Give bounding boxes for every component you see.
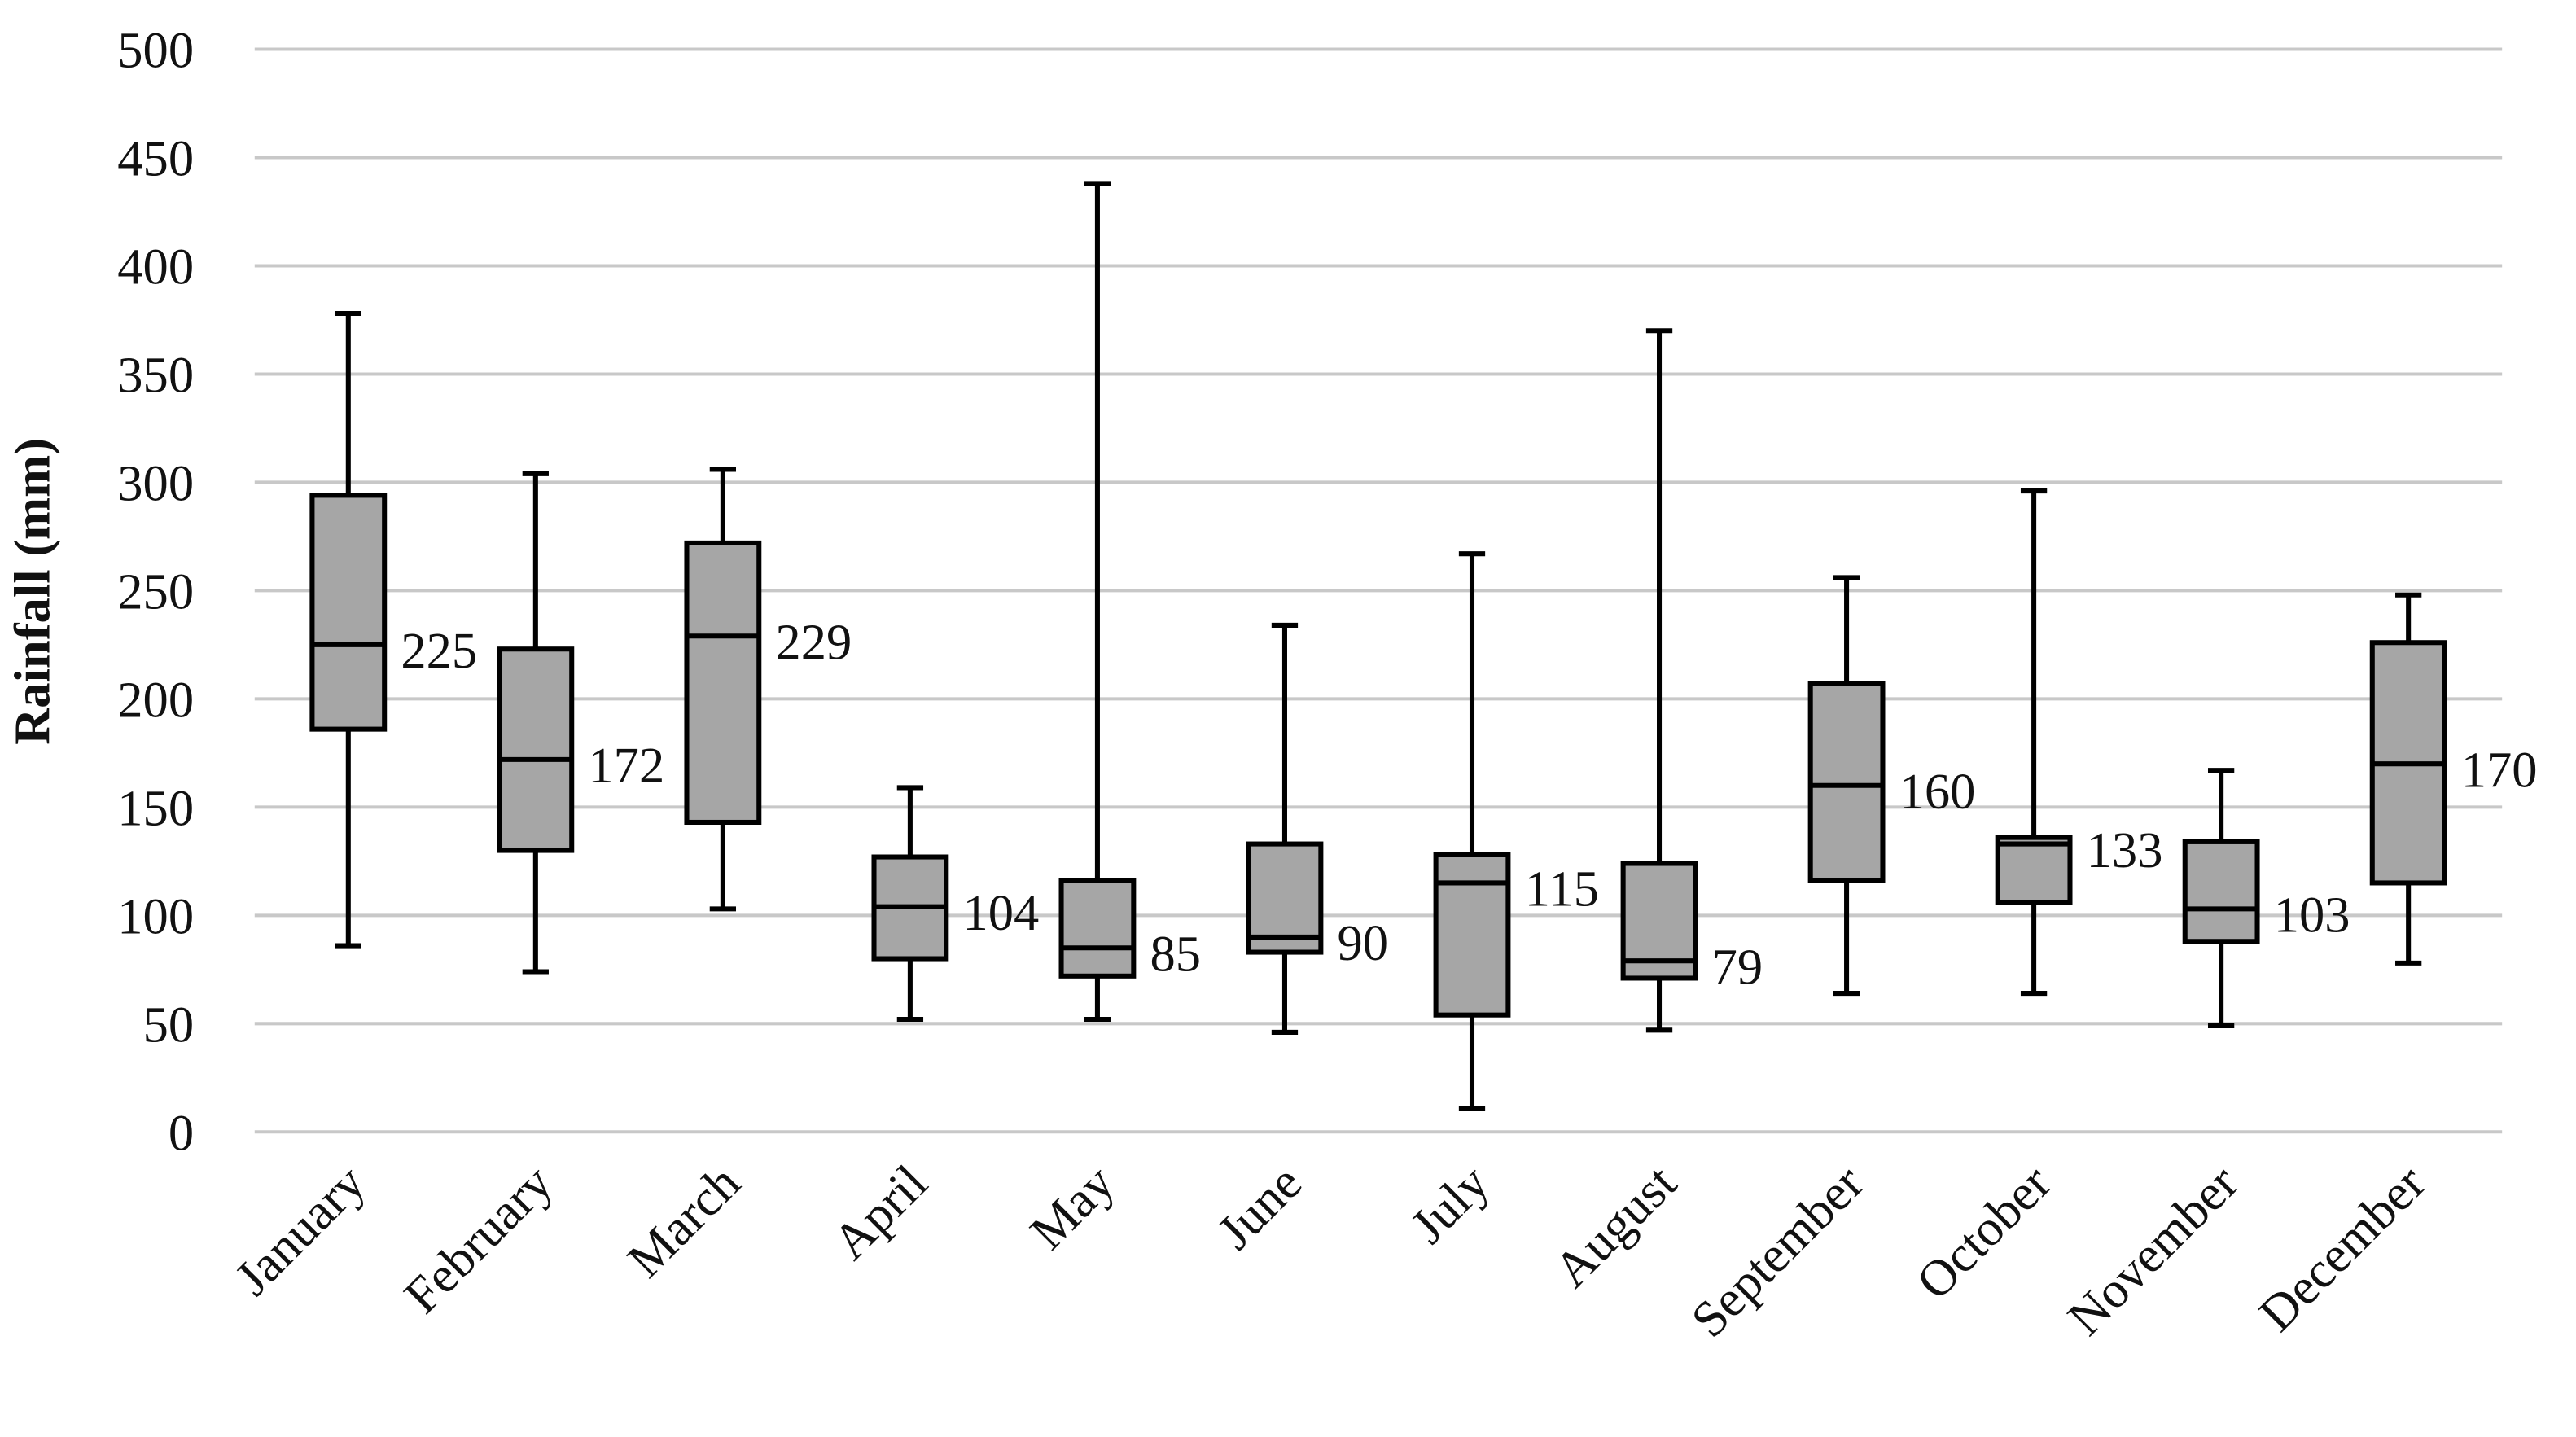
x-tick-label: July [1400, 1154, 1500, 1255]
y-tick-label: 50 [143, 997, 195, 1054]
x-tick-label: May [1019, 1154, 1125, 1260]
median-label: 229 [775, 614, 852, 671]
y-tick-label: 350 [117, 347, 194, 404]
y-tick-label: 150 [117, 780, 194, 837]
y-tick-label: 250 [117, 563, 194, 620]
x-tick-label: February [393, 1154, 564, 1325]
median-label: 90 [1338, 914, 1389, 971]
box [309, 493, 388, 732]
median-label: 170 [2461, 741, 2538, 798]
median-label: 104 [962, 884, 1039, 941]
y-tick-label: 100 [117, 888, 194, 945]
y-tick-label: 0 [169, 1104, 194, 1161]
x-tick-label: October [1905, 1154, 2061, 1310]
median-label: 133 [2087, 821, 2163, 878]
box [1995, 835, 2073, 905]
box [1807, 681, 1886, 883]
x-tick-label: December [2248, 1154, 2436, 1342]
x-tick-label: November [2057, 1154, 2249, 1346]
box [1433, 852, 1511, 1018]
median-label: 79 [1712, 938, 1763, 995]
median-label: 103 [2274, 887, 2350, 944]
box [684, 540, 762, 826]
x-tick-label: April [821, 1154, 938, 1270]
y-tick-label: 400 [117, 239, 194, 296]
box [2182, 839, 2260, 944]
box [1246, 841, 1324, 955]
x-tick-label: January [224, 1154, 377, 1307]
x-tick-label: June [1207, 1154, 1313, 1260]
median-label: 225 [401, 622, 477, 679]
y-tick-label: 200 [117, 672, 194, 729]
y-tick-label: 450 [117, 130, 194, 187]
y-tick-label: 300 [117, 455, 194, 512]
median-label: 160 [1899, 763, 1976, 820]
x-tick-label: September [1680, 1154, 1875, 1348]
x-tick-label: August [1543, 1154, 1688, 1299]
box [1058, 878, 1137, 979]
y-tick-label: 500 [117, 22, 194, 79]
x-tick-label: March [616, 1154, 751, 1288]
y-axis-label: Rainfall (mm) [4, 438, 61, 745]
box [497, 646, 575, 853]
median-label: 85 [1150, 925, 1202, 982]
median-label: 172 [588, 737, 664, 794]
median-label: 115 [1525, 861, 1600, 918]
